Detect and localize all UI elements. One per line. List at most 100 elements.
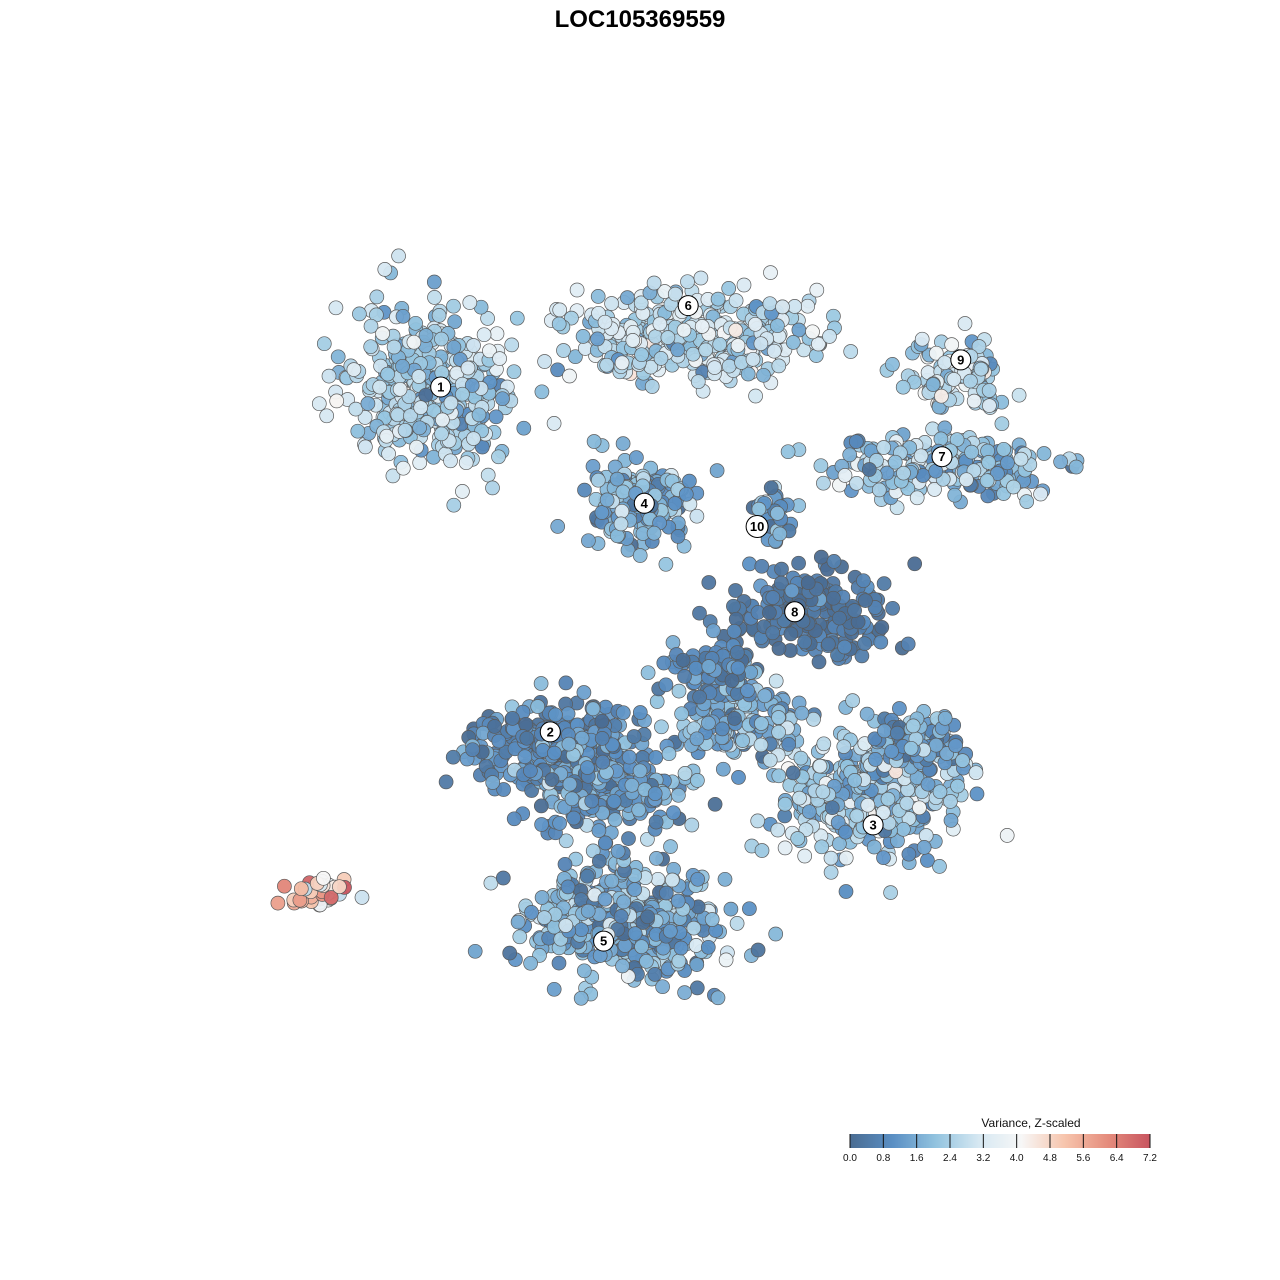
scatter-point (604, 873, 620, 889)
scatter-point (610, 843, 626, 859)
scatter-point (568, 349, 583, 365)
scatter-point (999, 828, 1015, 843)
scatter-point (710, 990, 726, 1006)
scatter-point (771, 641, 787, 656)
scatter-point (736, 277, 752, 293)
scatter-point (785, 335, 801, 350)
scatter-point (495, 391, 510, 407)
scatter-point (816, 736, 832, 752)
scatter-point (826, 554, 842, 569)
scatter-point (357, 410, 373, 425)
scatter-point (742, 901, 757, 917)
scatter-point (673, 940, 689, 956)
cluster-label-text: 2 (547, 724, 554, 739)
scatter-point (813, 549, 829, 565)
scatter-point (969, 786, 985, 802)
colorbar-tick-label: 0.0 (843, 1153, 857, 1164)
scatter-point (822, 329, 837, 344)
scatter-point (880, 791, 896, 807)
scatter-point (607, 812, 623, 828)
colorbar-tick-label: 3.2 (976, 1153, 990, 1164)
scatter-point (483, 875, 499, 891)
scatter-point (973, 361, 989, 377)
scatter-point (730, 660, 746, 676)
scatter-point (624, 777, 640, 793)
scatter-point (626, 729, 642, 744)
scatter-point (574, 922, 589, 938)
scatter-point (815, 784, 831, 800)
scatter-point (823, 850, 839, 866)
scatter-point (858, 593, 873, 608)
scatter-point (614, 503, 630, 519)
scatter-point (689, 957, 705, 972)
scatter-point (677, 766, 693, 781)
scatter-point (856, 573, 871, 589)
scatter-point (492, 351, 507, 366)
scatter-point (920, 776, 936, 792)
scatter-point (944, 337, 960, 352)
scatter-point (435, 412, 450, 428)
scatter-point (270, 895, 286, 911)
scatter-point (740, 366, 756, 382)
scatter-point (409, 439, 424, 455)
scatter-point (710, 291, 726, 307)
scatter-point (698, 342, 714, 358)
scatter-point (980, 488, 996, 504)
scatter-point (604, 296, 619, 311)
scatter-point (726, 598, 741, 614)
scatter-point (633, 295, 649, 311)
scatter-point (1000, 455, 1015, 471)
scatter-point (615, 705, 631, 721)
scatter-point (485, 480, 500, 496)
scatter-point (594, 731, 610, 746)
scatter-point (536, 910, 552, 925)
scatter-point (728, 293, 744, 308)
scatter-point (1006, 479, 1021, 495)
scatter-point (724, 673, 740, 688)
scatter-point (639, 953, 654, 969)
scatter-point (328, 300, 344, 316)
scatter-point (465, 742, 480, 758)
cluster-label-7: 7 (931, 446, 953, 468)
scatter-point (380, 366, 395, 382)
scatter-point (946, 372, 962, 387)
cluster-label-text: 5 (600, 934, 607, 949)
scatter-point (395, 358, 410, 374)
scatter-point (771, 768, 787, 784)
scatter-point (754, 843, 770, 858)
scatter-point (791, 555, 806, 571)
scatter-point (591, 853, 607, 869)
colorbar-tick-label: 6.4 (1110, 1153, 1124, 1164)
cluster-label-4: 4 (633, 492, 655, 514)
scatter-point (933, 431, 949, 447)
scatter-point (848, 434, 864, 449)
scatter-point (434, 426, 449, 442)
scatter-point (576, 963, 592, 979)
scatter-point (666, 805, 681, 821)
scatter-point (586, 434, 602, 449)
scatter-point (905, 718, 921, 734)
scatter-point (446, 339, 462, 355)
scatter-point (656, 655, 672, 671)
scatter-point (812, 758, 828, 774)
scatter-point (377, 262, 393, 277)
scatter-point (594, 505, 610, 520)
scatter-point (392, 381, 408, 397)
scatter-point (753, 737, 769, 753)
scatter-point (754, 716, 769, 731)
scatter-point (837, 468, 853, 483)
scatter-point (794, 705, 810, 721)
scatter-point (606, 793, 622, 809)
scatter-point (773, 575, 789, 591)
scatter-point (927, 482, 942, 497)
scatter-point (662, 923, 678, 939)
scatter-point (560, 706, 576, 722)
scatter-point (876, 850, 891, 866)
scatter-point (660, 330, 676, 345)
scatter-point (838, 824, 853, 840)
scatter-point (646, 275, 662, 291)
scatter-point (689, 980, 705, 996)
scatter-point (434, 331, 449, 347)
scatter-point (925, 377, 941, 392)
scatter-point (981, 455, 996, 470)
